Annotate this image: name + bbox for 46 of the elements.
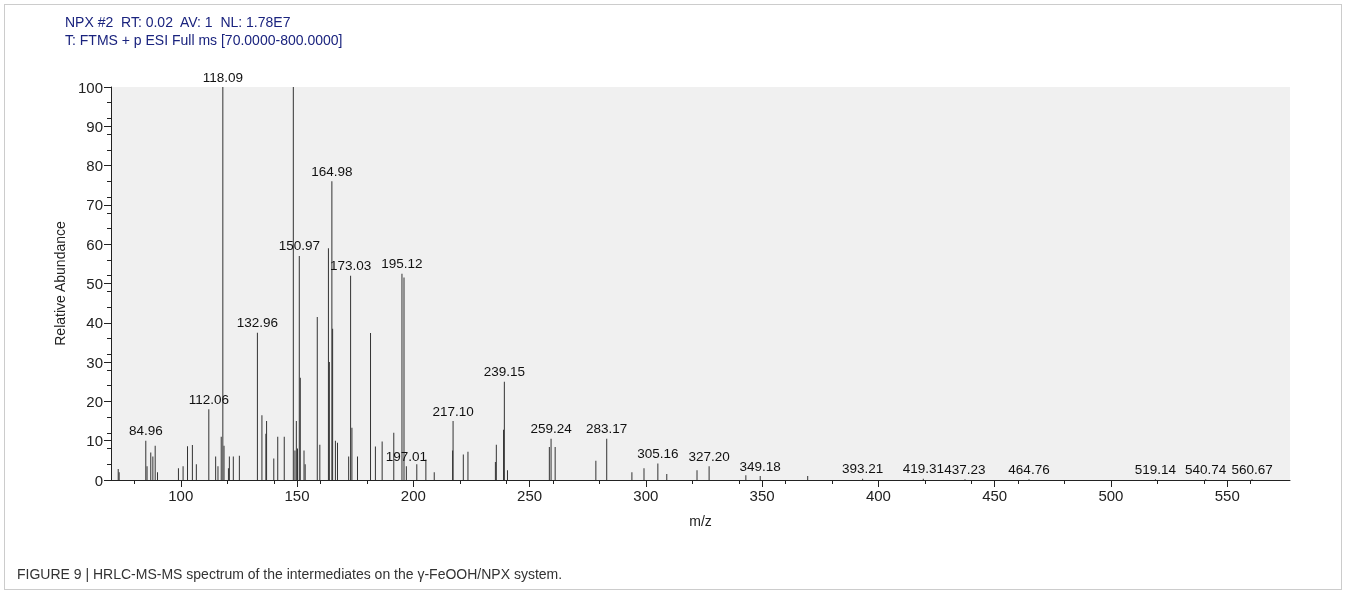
annotation: 540.74 bbox=[1185, 461, 1227, 477]
y-tick-label: 50 bbox=[86, 275, 103, 292]
annotation: 560.67 bbox=[1231, 461, 1273, 477]
caption: FIGURE 9 | HRLC-MS-MS spectrum of the intermediates on the γ-FeOOH/NPX system. bbox=[17, 566, 563, 582]
annotation: 305.16 bbox=[637, 445, 679, 461]
annotation: 239.15 bbox=[483, 364, 525, 380]
y-tick-label: 100 bbox=[77, 78, 103, 96]
x-tick-label: 500 bbox=[1098, 487, 1124, 504]
x-tick-label: 400 bbox=[865, 487, 891, 504]
chart-title: NPX #2 RT: 0.02 AV: 1 NL: 1.78E7 bbox=[65, 14, 291, 30]
x-tick-label: 150 bbox=[284, 487, 310, 504]
annotation: 217.10 bbox=[432, 403, 474, 419]
annotation: 437.23 bbox=[944, 461, 986, 477]
y-axis-title: Relative Abundance bbox=[52, 221, 69, 346]
chart-subtitle: T: FTMS + p ESI Full ms [70.0000-800.0000] bbox=[65, 32, 343, 48]
annotation: 259.24 bbox=[530, 421, 573, 437]
y-tick-label: 40 bbox=[86, 314, 103, 332]
x-tick-label: 100 bbox=[168, 487, 194, 504]
annotation: 519.14 bbox=[1134, 461, 1177, 477]
x-tick-label: 550 bbox=[1214, 487, 1240, 504]
x-tick-label: 450 bbox=[982, 487, 1008, 504]
annotation: 132.96 bbox=[236, 315, 279, 331]
y-tick-label: 10 bbox=[86, 432, 103, 450]
y-tick-label: 0 bbox=[94, 471, 103, 489]
y-tick-label: 70 bbox=[86, 196, 103, 214]
y-tick-label: 90 bbox=[86, 117, 103, 135]
annotation: 349.18 bbox=[739, 458, 781, 474]
y-tick-label: 20 bbox=[86, 392, 103, 410]
annotation: 393.21 bbox=[841, 461, 884, 477]
x-axis-title: m/z bbox=[689, 513, 712, 529]
annotation: 195.12 bbox=[381, 256, 423, 272]
x-tick-label: 350 bbox=[749, 487, 775, 504]
y-tick-label: 30 bbox=[86, 353, 103, 371]
annotation: 419.31 bbox=[902, 461, 944, 477]
x-tick-label: 250 bbox=[517, 487, 543, 504]
annotation: 84.96 bbox=[128, 423, 163, 439]
annotation: 464.76 bbox=[1008, 461, 1050, 477]
x-tick-label: 300 bbox=[633, 487, 659, 504]
annotation: 283.17 bbox=[586, 421, 628, 437]
y-tick-label: 60 bbox=[86, 235, 103, 253]
x-tick-label: 200 bbox=[400, 487, 426, 504]
annotation: 164.98 bbox=[311, 163, 353, 179]
annotation: 327.20 bbox=[688, 448, 730, 464]
annotation: 118.09 bbox=[202, 69, 243, 85]
y-tick-label: 80 bbox=[86, 157, 103, 175]
annotation: 173.03 bbox=[329, 258, 372, 274]
